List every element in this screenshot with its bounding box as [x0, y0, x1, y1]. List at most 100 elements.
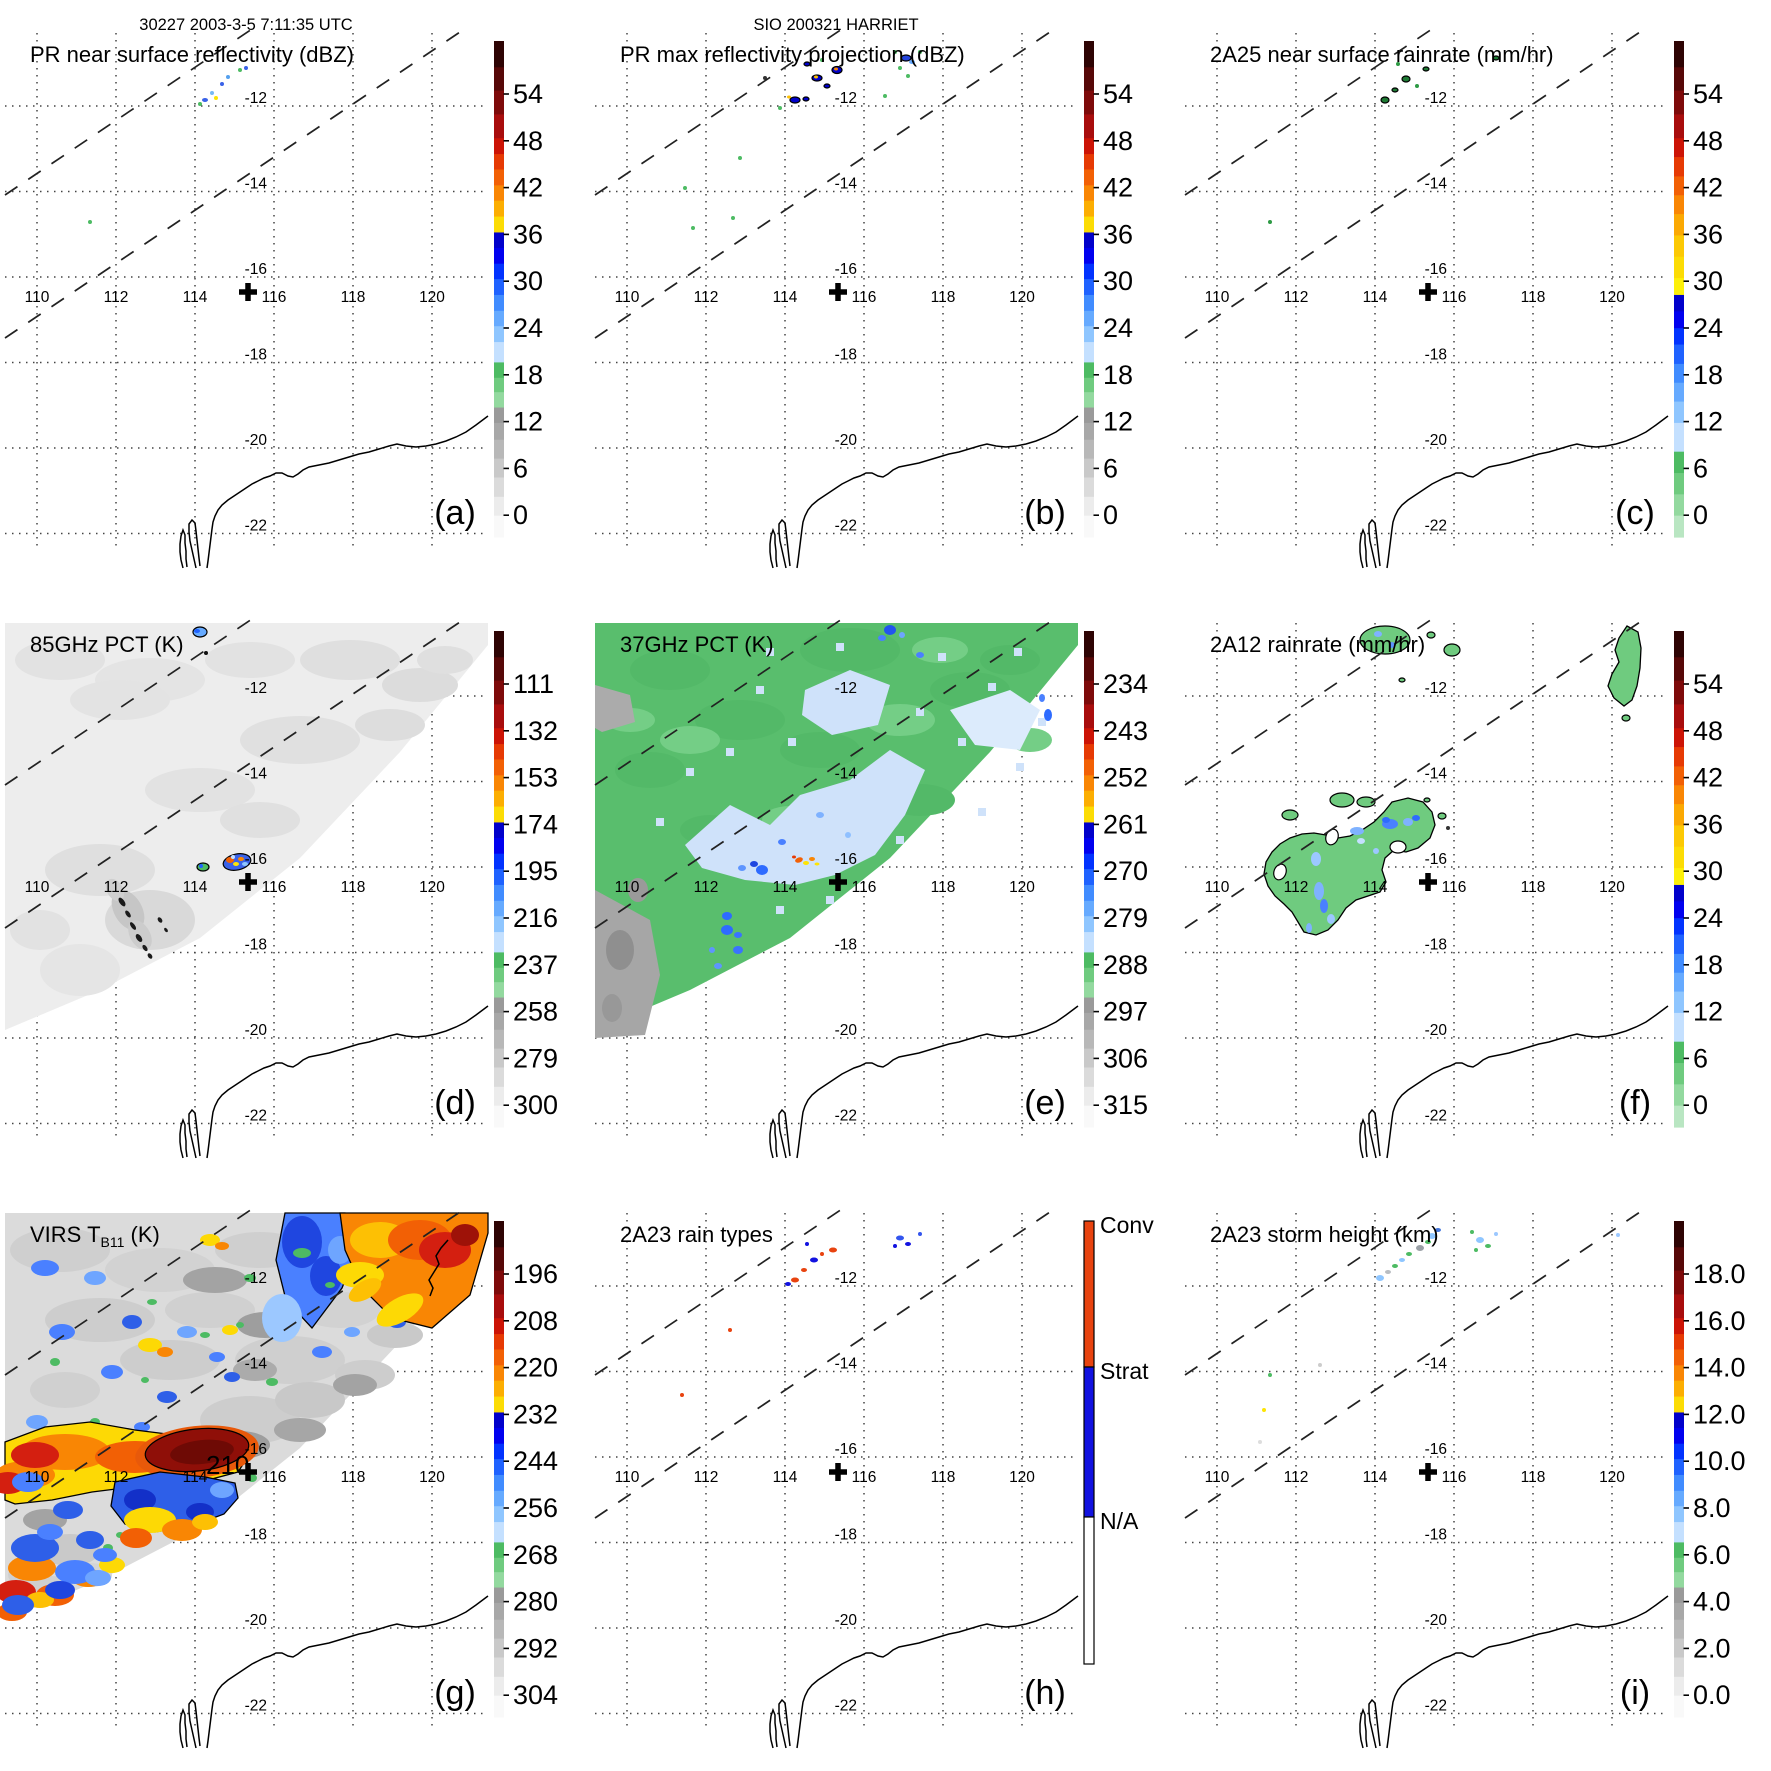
colorbar-segment [494, 422, 504, 441]
data-feature [734, 932, 742, 938]
colorbar-segment [494, 392, 504, 409]
data-feature [1435, 1228, 1441, 1232]
colorbar-segment [494, 1247, 504, 1272]
lon-label: 116 [852, 1469, 877, 1486]
colorbar-segment [494, 657, 504, 682]
data-feature [312, 1346, 332, 1358]
colorbar-segment [494, 1221, 504, 1248]
data-feature [134, 1422, 150, 1432]
data-feature [800, 628, 900, 672]
colorbar-segment [1674, 918, 1684, 936]
colorbar-tick-label: 111 [513, 669, 554, 699]
swath-edge-lines [4, 1204, 461, 1519]
colorbar-segment [1084, 114, 1094, 139]
colorbar-segment [1084, 806, 1094, 824]
lon-label: 114 [773, 879, 798, 896]
lon-label: 118 [931, 289, 956, 306]
storm-center-marker [829, 1463, 847, 1481]
data-feature [220, 802, 300, 838]
data-feature [242, 862, 248, 866]
data-feature [1044, 709, 1052, 721]
lon-label: 114 [773, 289, 798, 306]
colorbar-segment [494, 1522, 504, 1544]
data-feature [145, 768, 255, 812]
data-feature [728, 1328, 732, 1332]
colorbar-tick-label: 42 [1103, 173, 1133, 203]
colorbar-segment [1674, 256, 1684, 279]
colorbar-segment [494, 279, 504, 296]
colorbar-segment [494, 342, 504, 364]
swath-edge-lines [1184, 1204, 1641, 1519]
colorbar-segment [1674, 1587, 1684, 1604]
lat-label: -22 [835, 1698, 857, 1715]
data-feature [198, 102, 202, 106]
data-feature [147, 1299, 157, 1305]
data-features [0, 1212, 489, 1621]
data-feature [31, 1260, 59, 1276]
colorbar-tick-label: 24 [1693, 313, 1723, 343]
panel-header: SIO 200321 HARRIET [753, 16, 918, 34]
swath-edge-line [594, 621, 1051, 929]
colorbar-segment [494, 1349, 504, 1366]
lat-label: -16 [1425, 1441, 1447, 1458]
colorbar-segment [1674, 311, 1684, 329]
panel-d: 110 112 114 116 118 120 -12 -14 -16 -18 -20 -22 85GH… [0, 590, 590, 1180]
colorbar-segment [1084, 439, 1094, 460]
colorbar-segment [1674, 1490, 1684, 1507]
colorbar-segment [494, 1572, 504, 1589]
colorbar-segment [494, 631, 504, 658]
colorbar-tick-label: 174 [513, 809, 558, 839]
data-feature [595, 685, 635, 732]
data-feature [802, 670, 890, 735]
colorbar: 234 243 252 261 270 279 288 297 306 315 [1084, 631, 1148, 1128]
data-feature [1389, 642, 1395, 648]
data-feature [204, 651, 208, 655]
lon-label: 112 [1284, 1469, 1309, 1486]
colorbar: 54 48 42 36 30 24 18 12 6 0 [1674, 631, 1723, 1128]
colorbar-segment [494, 1587, 504, 1604]
data-feature [809, 857, 815, 861]
lon-label: 120 [419, 289, 445, 306]
colorbar-segment [494, 362, 504, 379]
lon-label: 118 [1521, 879, 1546, 896]
colorbar-segment [1084, 967, 1094, 983]
colorbar-tick-label: 18.0 [1693, 1259, 1746, 1289]
colorbar-segment [1674, 868, 1684, 886]
data-feature [776, 906, 784, 914]
panel-letter: (a) [434, 494, 476, 532]
coastline-peninsula [1368, 1108, 1381, 1159]
lat-label: -14 [835, 1356, 858, 1373]
data-feature [1616, 1233, 1620, 1237]
lat-label: -22 [245, 518, 267, 535]
colorbar-segment [494, 680, 504, 706]
data-feature [210, 1482, 234, 1498]
colorbar-segment [1674, 1063, 1684, 1085]
data-feature [1359, 625, 1411, 655]
data-feature [1401, 75, 1411, 83]
colorbar-tick-label: 42 [1693, 173, 1723, 203]
lon-label: 118 [1521, 1469, 1546, 1486]
colorbar-segment [1674, 1638, 1684, 1659]
data-feature [731, 216, 735, 220]
colorbar-segment [494, 1557, 504, 1573]
colorbar-segment [494, 515, 504, 538]
lon-label: 110 [615, 289, 640, 306]
data-feature [791, 1277, 799, 1283]
lat-label: -16 [1425, 261, 1447, 278]
colorbar-segment [1674, 328, 1684, 346]
colorbar-segment [1083, 1516, 1095, 1665]
colorbar-segment [1674, 934, 1684, 955]
colorbar-segment [494, 1459, 504, 1476]
colorbar-segment [494, 1365, 504, 1382]
colorbar-segment [1674, 1459, 1684, 1476]
lat-label: -18 [245, 1527, 267, 1544]
coastline-fragment [428, 1239, 449, 1297]
panel-h-figure: 110 112 114 116 118 120 -12 -14 -16 -18 -20 -22 2A23… [594, 1204, 1154, 1749]
colorbar-tick-label: 12 [1693, 997, 1723, 1027]
axis-labels: 110 112 114 116 118 120 -12 -14 -16 -18 -20 -22 [615, 680, 1036, 1125]
data-feature [293, 1248, 311, 1258]
lon-label: 114 [183, 1469, 208, 1486]
panel-letter: (h) [1024, 1674, 1066, 1712]
data-feature [49, 1324, 75, 1340]
